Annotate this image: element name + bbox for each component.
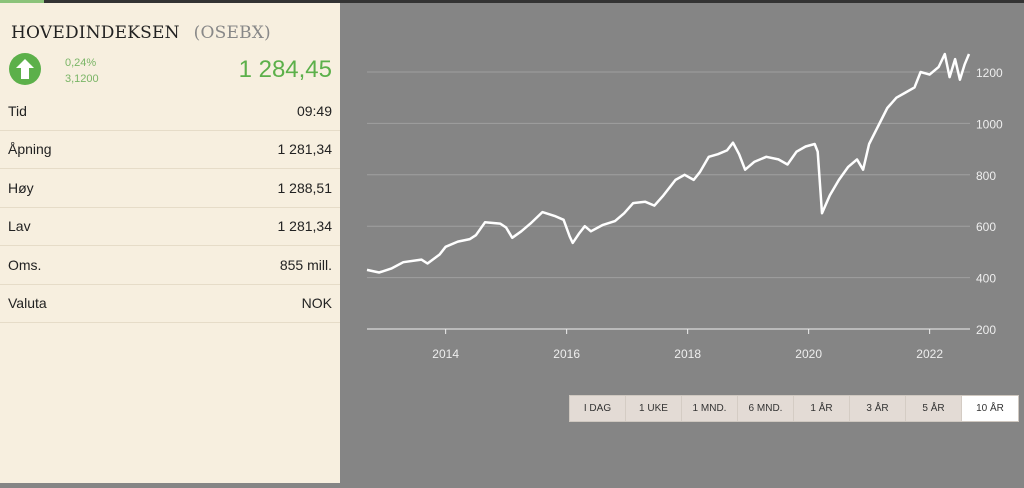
- series-line-osebx: [366, 52, 971, 274]
- index-name: HOVEDINDEKSEN: [11, 23, 180, 43]
- period-tab[interactable]: I DAG: [570, 396, 626, 421]
- row-value: 1 281,34: [277, 218, 333, 235]
- row-label: Oms.: [8, 256, 42, 273]
- row-label: Åpning: [8, 141, 52, 158]
- chart-area: 200 400 600 800 1000 1200 2014 2016 2018 2020 2022: [340, 0, 1024, 483]
- x-tick-label: 2014: [432, 347, 459, 361]
- quote-row: Høy 1 288,51: [0, 169, 340, 208]
- quote-row: Lav 1 281,34: [0, 208, 340, 246]
- period-tabs: I DAG 1 UKE 1 MND. 6 MND. 1 ÅR 3 ÅR 5 ÅR 10 ÅR: [569, 395, 1019, 422]
- y-tick-label: 1200: [976, 66, 1003, 80]
- y-tick-label: 800: [976, 169, 996, 183]
- index-title: HOVEDINDEKSEN (OSEBX): [11, 23, 271, 43]
- period-tab[interactable]: 5 ÅR: [906, 396, 962, 421]
- quote-row: Tid 09:49: [0, 92, 340, 131]
- x-tick-label: 2022: [916, 347, 943, 361]
- line-chart: 200 400 600 800 1000 1200 2014 2016 2018 2020 2022: [366, 52, 1003, 361]
- period-tab[interactable]: 1 ÅR: [794, 396, 850, 421]
- row-value: 1 288,51: [277, 179, 333, 196]
- index-code: (OSEBX): [193, 23, 271, 43]
- x-tick-label: 2016: [553, 347, 580, 361]
- change-percent: 0,24%: [65, 57, 97, 69]
- change-absolute: 3,1200: [65, 73, 99, 85]
- current-price: 1 284,45: [238, 56, 332, 83]
- y-tick-label: 200: [976, 323, 996, 337]
- row-label: Lav: [8, 218, 31, 235]
- quote-row: Valuta NOK: [0, 285, 340, 323]
- row-value: NOK: [301, 295, 332, 312]
- arrow-up-icon: [9, 53, 41, 85]
- period-tab[interactable]: 3 ÅR: [850, 396, 906, 421]
- quote-details: Tid 09:49 Åpning 1 281,34 Høy 1 288,51 Lav 1 28…: [0, 92, 340, 323]
- period-tab[interactable]: 6 MND.: [738, 396, 794, 421]
- y-tick-label: 400: [976, 272, 996, 286]
- row-label: Valuta: [8, 295, 47, 312]
- change-values: 0,24% 3,1200: [65, 55, 99, 87]
- row-value: 1 281,34: [277, 141, 333, 158]
- quote-row: Åpning 1 281,34: [0, 131, 340, 169]
- x-tick-label: 2018: [674, 347, 701, 361]
- active-indicator: [0, 0, 44, 3]
- row-value: 855 mill.: [279, 256, 332, 273]
- row-label: Høy: [8, 179, 34, 196]
- x-tick-label: 2020: [795, 347, 822, 361]
- period-tab[interactable]: 1 UKE: [626, 396, 682, 421]
- index-panel: HOVEDINDEKSEN (OSEBX) 0,24% 3,1200 1 284,…: [0, 0, 340, 483]
- row-value: 09:49: [296, 102, 332, 119]
- quote-row: Oms. 855 mill.: [0, 246, 340, 285]
- period-tab[interactable]: 1 MND.: [682, 396, 738, 421]
- period-tab[interactable]: 10 ÅR: [962, 396, 1018, 421]
- y-tick-label: 1000: [976, 117, 1003, 131]
- y-tick-label: 600: [976, 220, 996, 234]
- row-label: Tid: [8, 102, 27, 119]
